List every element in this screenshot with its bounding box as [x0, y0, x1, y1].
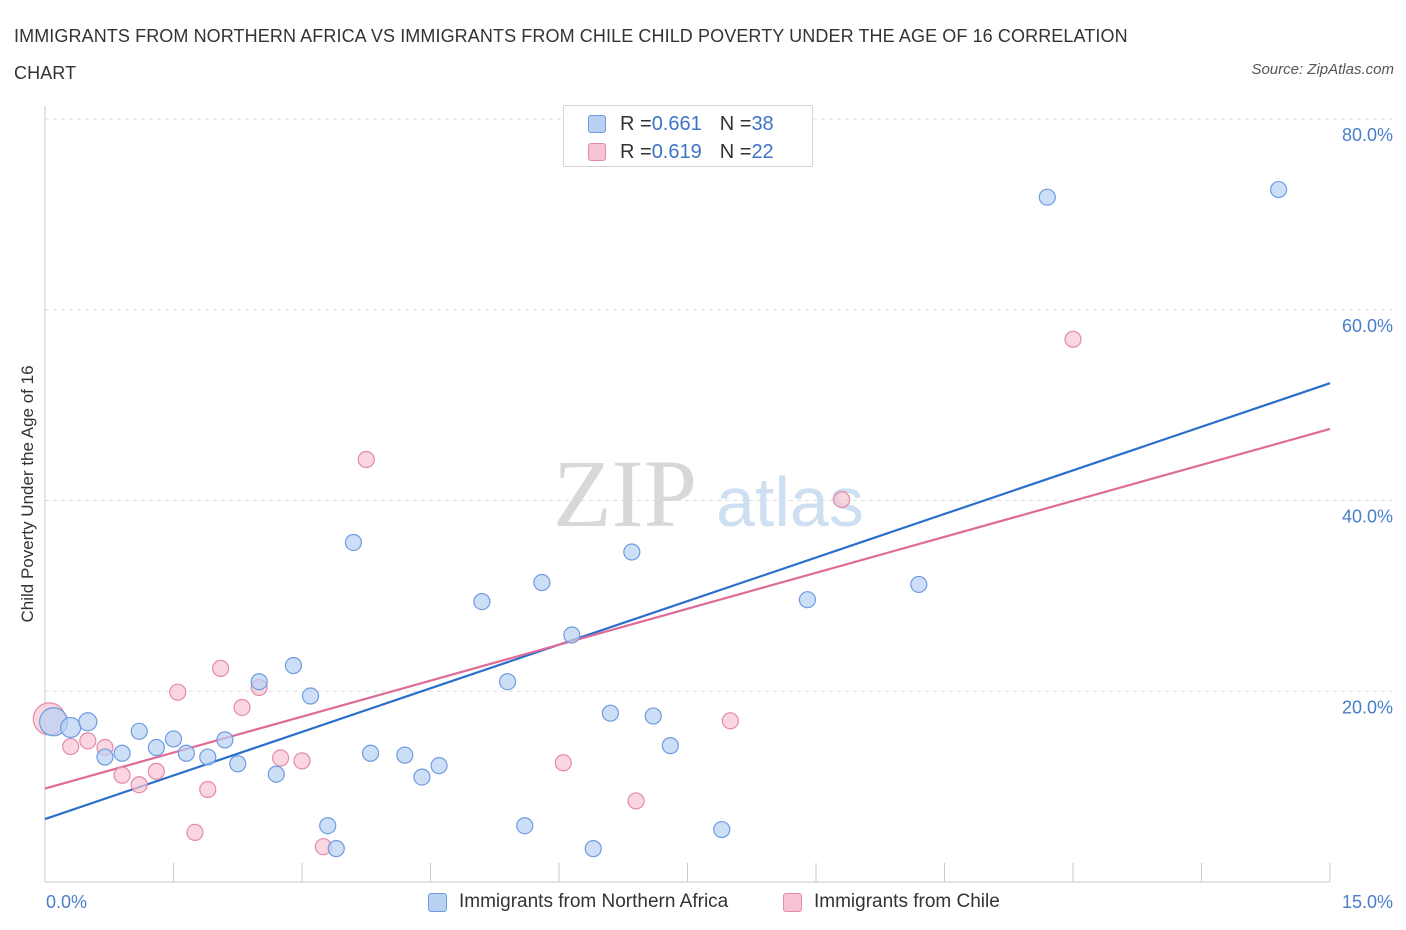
point-northern-africa [713, 820, 731, 839]
point-chile [721, 712, 739, 730]
legend-box: R = 0.661 N = 38 R = 0.619 N = 22 [563, 105, 813, 167]
point-northern-africa [584, 840, 602, 858]
bottom-legend-label-chile: Immigrants from Chile [814, 891, 1000, 912]
point-chile [833, 490, 851, 509]
legend-swatch-pink [588, 143, 606, 161]
point-northern-africa [361, 744, 380, 762]
x-tick-labels: 0.0% 15.0% [46, 892, 1393, 912]
point-northern-africa [164, 730, 183, 748]
y-axis-label: Child Poverty Under the Age of 16 [18, 365, 37, 622]
legend-n-label-1: N = [719, 112, 752, 135]
point-northern-africa [319, 817, 337, 835]
point-northern-africa [113, 744, 131, 762]
legend-row-chile: R = 0.619 N = 22 [588, 140, 774, 164]
point-northern-africa [1269, 180, 1288, 199]
legend-n-value-1: 38 [751, 112, 774, 135]
legend-r-value-2: 0.619 [651, 140, 702, 163]
legend-r-value-1: 0.661 [651, 112, 702, 135]
point-chile [199, 780, 217, 799]
point-chile [186, 823, 204, 842]
trend-line-chile [44, 427, 1331, 790]
y-tick-labels: 20.0% 40.0% 60.0% 80.0% [1342, 125, 1393, 717]
legend-n-label-2: N = [719, 140, 752, 163]
point-northern-africa [601, 704, 620, 722]
y-tick-label: 40.0% [1342, 507, 1393, 527]
y-tick-label: 60.0% [1342, 316, 1393, 336]
point-chile [130, 776, 148, 794]
point-northern-africa [798, 591, 817, 609]
y-tick-label: 80.0% [1342, 125, 1393, 145]
point-northern-africa [284, 656, 303, 675]
point-northern-africa [473, 592, 491, 611]
axes [44, 106, 1331, 883]
point-northern-africa [130, 722, 148, 740]
point-chile [293, 752, 311, 770]
bottom-legend-chile: Immigrants from Chile [783, 889, 1000, 915]
legend-r-label-2: R = [620, 140, 652, 163]
point-northern-africa [96, 748, 114, 766]
point-chile [62, 737, 80, 756]
point-chile [212, 659, 230, 677]
point-northern-africa [327, 840, 345, 858]
point-northern-africa [533, 573, 551, 592]
point-chile [357, 450, 375, 469]
legend-row-northern-africa: R = 0.661 N = 38 [588, 112, 774, 136]
point-northern-africa [644, 707, 662, 725]
point-chile [169, 683, 187, 701]
x-tick-label: 0.0% [46, 892, 87, 912]
point-northern-africa [177, 744, 195, 762]
point-northern-africa [216, 731, 234, 749]
trend-line-northern-africa [44, 382, 1331, 821]
chart-title: IMMIGRANTS FROM NORTHERN AFRICA VS IMMIG… [14, 26, 1128, 83]
point-northern-africa [267, 765, 285, 783]
point-northern-africa [910, 575, 928, 594]
point-northern-africa [563, 626, 581, 644]
point-chile [233, 698, 251, 717]
bottom-legend-northern-africa: Immigrants from Northern Africa [428, 889, 728, 915]
point-northern-africa [78, 712, 98, 732]
legend-swatch-blue [588, 115, 606, 133]
point-northern-africa [250, 673, 268, 691]
watermark: ZIP atlas [553, 440, 864, 547]
x-tick-label: 15.0% [1342, 892, 1393, 912]
point-northern-africa [147, 738, 165, 757]
source-credit: Source: ZipAtlas.com [1251, 61, 1394, 78]
point-northern-africa [229, 755, 247, 773]
point-northern-africa [430, 757, 448, 775]
point-northern-africa [1038, 188, 1056, 206]
bottom-legend-label-northern-africa: Immigrants from Northern Africa [459, 891, 729, 912]
y-tick-label: 20.0% [1342, 697, 1393, 717]
point-chile [1064, 330, 1082, 348]
bottom-legend-swatch-pink [783, 892, 802, 912]
point-chile [113, 766, 131, 784]
bottom-legend-swatch-blue [428, 892, 447, 912]
point-northern-africa [396, 746, 414, 764]
trend-lines [44, 382, 1331, 821]
watermark-zip: ZIP [553, 440, 697, 547]
point-northern-africa [199, 748, 217, 766]
gridlines [45, 118, 1392, 692]
legend-n-value-2: 22 [751, 140, 774, 163]
data-points [32, 180, 1288, 858]
point-northern-africa [60, 716, 82, 739]
point-chile [271, 749, 290, 767]
legend-r-label-1: R = [620, 112, 652, 135]
point-chile [79, 732, 97, 750]
point-northern-africa [413, 768, 431, 786]
point-northern-africa [344, 533, 362, 552]
point-northern-africa [661, 737, 679, 755]
point-northern-africa [499, 673, 517, 691]
point-chile [554, 754, 572, 772]
point-northern-africa [516, 817, 534, 835]
point-northern-africa [623, 543, 641, 561]
point-chile [627, 792, 645, 810]
point-chile [147, 762, 165, 780]
point-northern-africa [301, 687, 320, 705]
